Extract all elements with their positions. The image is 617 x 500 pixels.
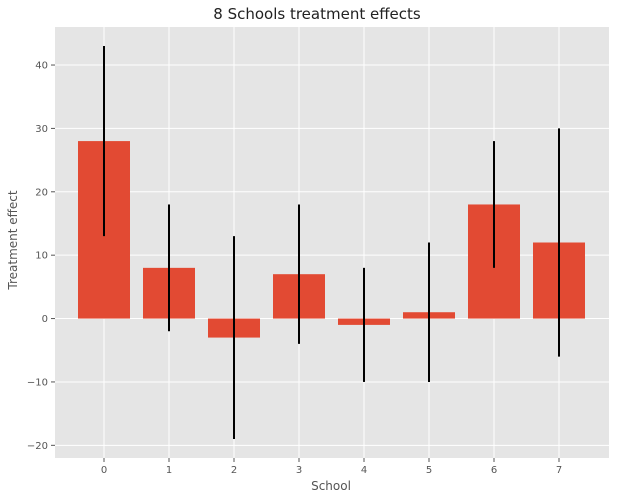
x-axis-label: School <box>311 479 351 493</box>
plot-area <box>55 27 609 458</box>
error-bars <box>103 46 560 439</box>
x-tick-label: 4 <box>361 465 367 476</box>
x-tick-label: 7 <box>556 465 562 476</box>
y-tick-label: −10 <box>27 377 48 388</box>
y-tick-label: 40 <box>35 61 48 72</box>
x-tick-label: 5 <box>426 465 432 476</box>
x-tick-label: 2 <box>231 465 237 476</box>
x-tick-label: 0 <box>101 465 107 476</box>
chart-title: 8 Schools treatment effects <box>213 5 421 23</box>
y-tick-label: 0 <box>42 314 48 325</box>
y-tick-label: 30 <box>35 124 48 135</box>
y-axis-label: Treatment effect <box>6 190 20 291</box>
y-tick-label: −20 <box>27 441 48 452</box>
x-tick-label: 6 <box>491 465 497 476</box>
x-tick-label: 3 <box>296 465 302 476</box>
y-axis-ticks: −20 −10 0 10 20 30 40 <box>27 61 55 452</box>
x-tick-label: 1 <box>166 465 172 476</box>
y-tick-label: 20 <box>35 187 48 198</box>
x-axis-ticks: 0 1 2 3 4 5 6 7 <box>101 458 562 476</box>
y-tick-label: 10 <box>35 251 48 262</box>
